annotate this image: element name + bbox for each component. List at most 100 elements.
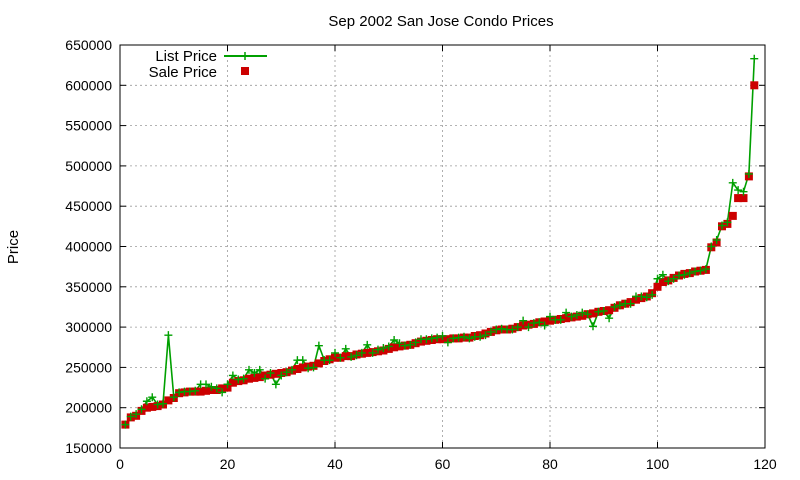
point-list-price xyxy=(610,302,619,311)
point-list-price xyxy=(486,327,495,336)
point-sale-price xyxy=(390,343,399,352)
y-tick-label: 400000 xyxy=(65,239,112,255)
point-list-price xyxy=(739,187,748,196)
point-list-price xyxy=(615,301,624,310)
point-list-price xyxy=(669,274,678,283)
point-list-price xyxy=(433,333,442,342)
point-list-price xyxy=(368,348,377,357)
point-list-price xyxy=(357,348,366,357)
x-tick-label: 0 xyxy=(116,456,124,472)
x-tick-label: 100 xyxy=(646,456,670,472)
point-list-price xyxy=(605,314,614,323)
point-list-price xyxy=(374,345,382,354)
point-list-price xyxy=(438,331,447,340)
point-list-price xyxy=(277,371,286,380)
point-list-price xyxy=(443,338,452,347)
point-sale-price xyxy=(293,365,302,373)
point-list-price xyxy=(556,315,565,324)
point-list-price xyxy=(508,325,517,334)
point-sale-price xyxy=(363,348,372,357)
point-list-price xyxy=(529,319,538,328)
point-list-price xyxy=(449,334,458,343)
point-list-price xyxy=(734,186,743,195)
point-list-price xyxy=(126,412,135,421)
y-tick-label: 250000 xyxy=(65,359,112,375)
point-sale-price xyxy=(728,211,737,220)
point-sale-price xyxy=(245,374,253,383)
point-list-price xyxy=(718,221,726,230)
point-list-price xyxy=(599,306,608,315)
point-list-price xyxy=(546,312,554,321)
point-list-price xyxy=(723,218,732,227)
y-tick-label: 550000 xyxy=(65,118,112,134)
point-list-price xyxy=(497,324,506,333)
point-list-price xyxy=(400,341,409,350)
x-tick-label: 60 xyxy=(435,456,451,472)
point-list-price xyxy=(626,299,635,308)
legend: List Price Sale Price xyxy=(149,48,267,81)
point-sale-price xyxy=(142,403,151,412)
point-list-price xyxy=(750,54,759,63)
point-list-price xyxy=(325,356,334,365)
point-list-price xyxy=(234,375,243,384)
point-sale-price xyxy=(164,396,173,405)
point-sale-price xyxy=(605,306,614,315)
point-list-price xyxy=(589,322,597,331)
point-list-price xyxy=(406,340,415,349)
point-sale-price xyxy=(750,81,759,90)
point-list-price xyxy=(427,334,436,343)
point-sale-price xyxy=(250,373,259,382)
point-list-price xyxy=(191,386,200,395)
point-list-price xyxy=(282,368,291,377)
y-tick-label: 500000 xyxy=(65,158,112,174)
point-list-price xyxy=(454,333,463,342)
point-list-price xyxy=(675,271,683,280)
point-list-price xyxy=(314,341,323,350)
y-tick-label: 150000 xyxy=(65,440,112,456)
x-tick-label: 40 xyxy=(327,456,343,472)
point-sale-price xyxy=(228,378,237,387)
point-list-price xyxy=(460,332,468,341)
point-list-price xyxy=(148,393,157,402)
point-list-price xyxy=(637,292,646,301)
point-list-price xyxy=(562,308,571,317)
point-list-price xyxy=(712,236,721,245)
point-list-price xyxy=(642,293,651,302)
y-axis-label: Price xyxy=(5,230,22,264)
point-list-price xyxy=(153,400,162,409)
y-tick-label: 600000 xyxy=(65,77,112,93)
point-list-price xyxy=(411,338,420,347)
point-sale-price xyxy=(589,309,597,318)
point-sale-price xyxy=(739,194,748,203)
point-list-price xyxy=(132,410,141,419)
point-list-price xyxy=(175,388,184,397)
point-sale-price xyxy=(202,386,210,395)
point-list-price xyxy=(169,393,178,402)
point-list-price xyxy=(202,380,210,389)
point-list-price xyxy=(535,318,544,327)
point-sale-price xyxy=(196,387,205,396)
point-sale-price xyxy=(314,359,323,368)
point-sale-price xyxy=(658,278,667,286)
point-sale-price xyxy=(734,194,743,203)
point-list-price xyxy=(121,420,130,429)
point-list-price xyxy=(422,335,431,344)
point-list-price xyxy=(142,397,151,406)
point-list-price xyxy=(540,321,549,330)
point-list-price xyxy=(594,307,603,316)
point-list-price xyxy=(390,335,399,344)
point-list-price xyxy=(255,365,264,374)
point-list-price xyxy=(648,290,657,299)
point-list-price xyxy=(465,334,474,343)
point-list-price xyxy=(567,312,576,321)
point-list-price xyxy=(701,265,710,274)
point-list-price xyxy=(379,344,388,353)
point-list-price xyxy=(583,310,592,319)
point-sale-price xyxy=(519,321,528,330)
point-list-price xyxy=(250,369,259,378)
point-sale-price xyxy=(331,353,339,362)
point-list-price xyxy=(664,277,673,286)
point-list-price xyxy=(164,331,173,340)
point-list-price xyxy=(331,348,339,357)
